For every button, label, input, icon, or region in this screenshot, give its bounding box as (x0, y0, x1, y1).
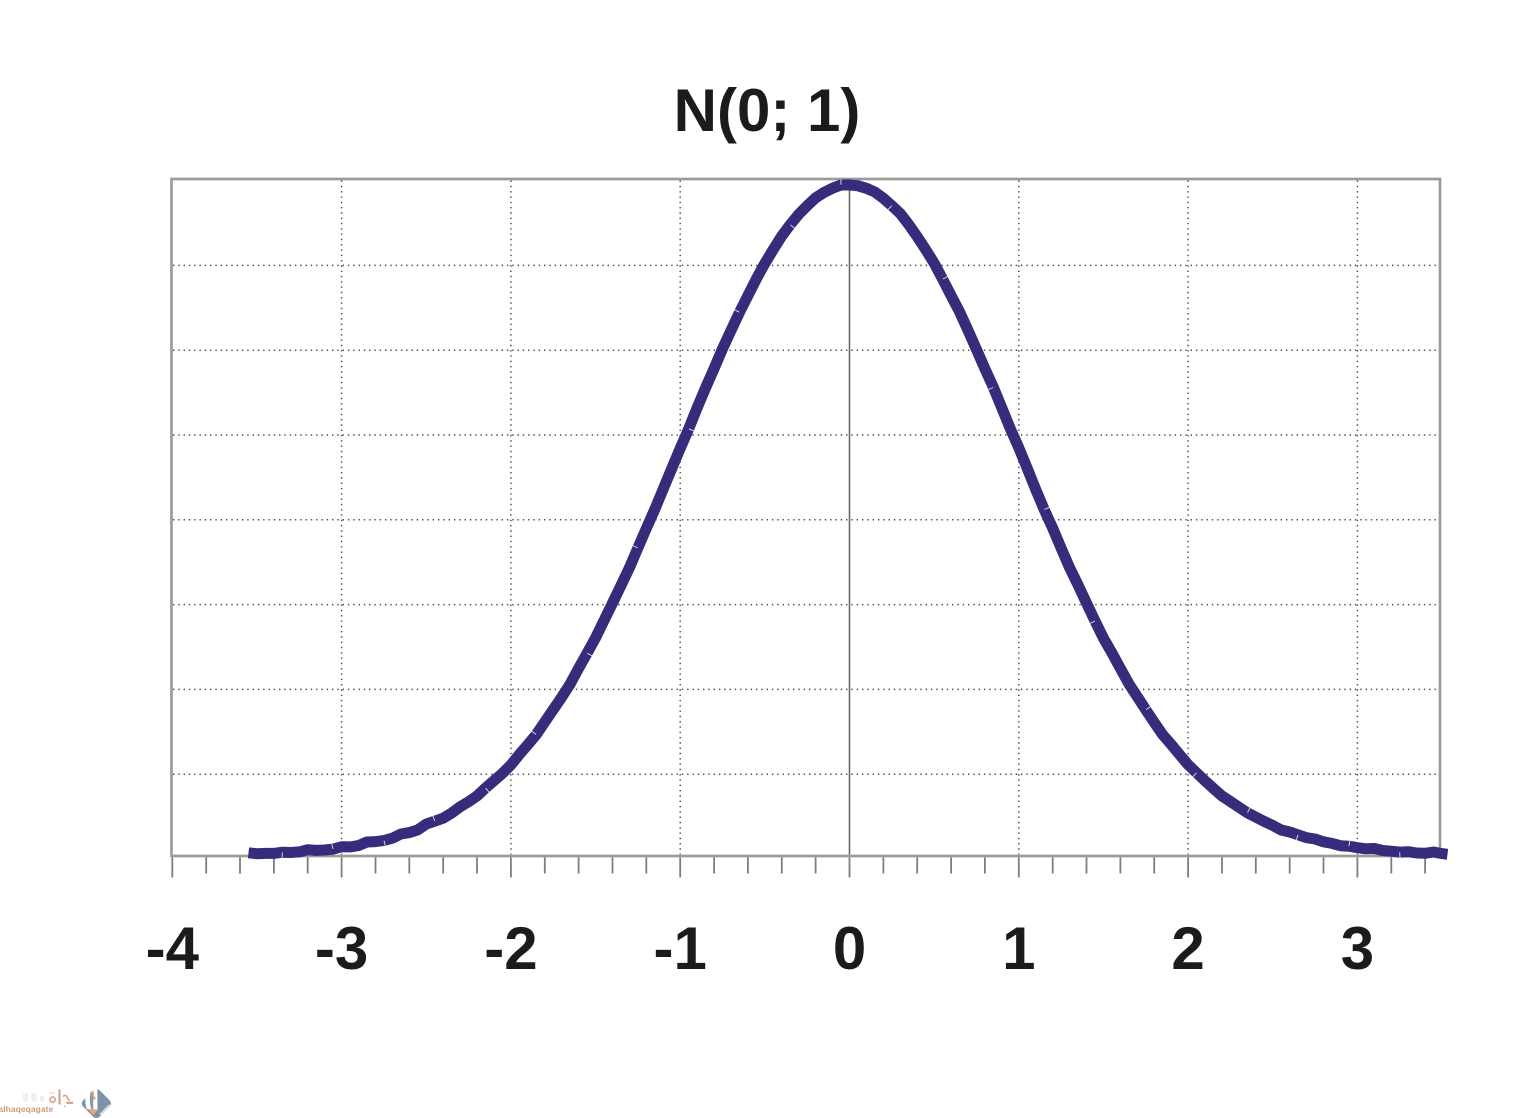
svg-text:N(0; 1): N(0; 1) (674, 77, 861, 144)
svg-text:3: 3 (1341, 915, 1374, 982)
svg-text:-2: -2 (484, 915, 537, 982)
svg-text:2: 2 (1171, 915, 1204, 982)
svg-text:1: 1 (1002, 915, 1035, 982)
svg-text:-3: -3 (315, 915, 368, 982)
svg-text:0: 0 (833, 915, 866, 982)
svg-text:alhaqeqagate: alhaqeqagate (0, 1104, 53, 1114)
svg-text:-1: -1 (654, 915, 707, 982)
svg-text:-4: -4 (146, 915, 200, 982)
